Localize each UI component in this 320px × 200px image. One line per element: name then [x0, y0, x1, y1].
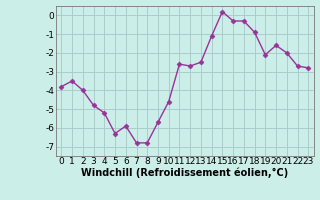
X-axis label: Windchill (Refroidissement éolien,°C): Windchill (Refroidissement éolien,°C): [81, 168, 288, 178]
